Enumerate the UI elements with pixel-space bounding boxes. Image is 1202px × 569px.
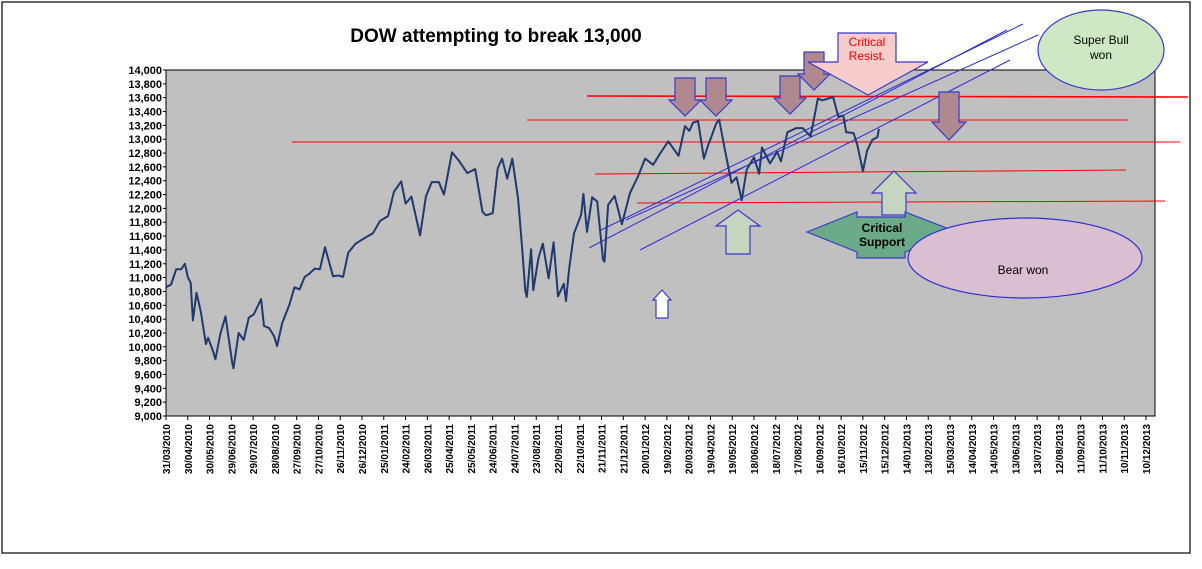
x-tick-label: 29/07/2010	[249, 424, 260, 474]
x-tick-label: 26/03/2011	[423, 424, 434, 474]
x-axis: 31/03/2010 30/04/2010 30/05/2010 29/06/2010…	[162, 416, 1153, 474]
price-line	[165, 96, 880, 370]
small-up-arrow	[651, 289, 673, 319]
y-tick-label: 12,400	[128, 176, 162, 188]
x-tick-label: 20/01/2012	[641, 424, 652, 474]
channel-line	[625, 34, 1039, 221]
y-tick-label: 10,000	[128, 342, 162, 354]
y-tick-label: 13,400	[128, 107, 162, 119]
x-tick-label: 25/04/2011	[445, 424, 456, 474]
y-tick-label: 13,000	[128, 134, 162, 146]
x-tick-label: 22/09/2011	[554, 424, 565, 474]
x-tick-label: 10/11/2013	[1120, 424, 1131, 474]
critical-support-label-1: Critical	[862, 221, 903, 235]
x-tick-label: 15/11/2012	[859, 424, 870, 474]
x-tick-label: 18/07/2012	[772, 424, 783, 474]
y-tick-label: 11,200	[129, 259, 162, 271]
x-tick-label: 28/08/2010	[271, 424, 282, 474]
x-tick-label: 22/10/2011	[576, 424, 587, 474]
red-level-line	[594, 169, 1127, 175]
y-tick-label: 9,800	[134, 356, 162, 368]
y-tick-label: 13,200	[128, 120, 162, 132]
super-bull-label-1: Super Bull	[1073, 33, 1128, 47]
x-tick-label: 29/06/2010	[227, 424, 238, 474]
critical-resist-label-2: Resist.	[849, 49, 886, 63]
x-tick-label: 24/02/2011	[402, 424, 413, 474]
y-tick-label: 11,000	[129, 273, 162, 285]
critical-resist-label-1: Critical	[849, 35, 886, 49]
x-tick-label: 15/12/2012	[881, 424, 892, 474]
x-tick-label: 18/06/2012	[750, 424, 761, 474]
y-tick-label: 11,600	[129, 231, 162, 243]
x-tick-label: 19/04/2012	[706, 424, 717, 474]
x-tick-label: 25/01/2011	[380, 424, 391, 474]
x-tick-label: 30/05/2010	[206, 424, 217, 474]
y-tick-label: 12,600	[128, 162, 162, 174]
x-tick-label: 25/05/2011	[467, 424, 478, 474]
x-tick-label: 27/09/2010	[293, 424, 304, 474]
y-tick-label: 12,800	[128, 148, 162, 160]
target-down-arrow	[930, 91, 968, 141]
x-tick-label: 26/11/2010	[336, 424, 347, 474]
x-tick-label: 21/11/2011	[598, 424, 609, 473]
support-up-arrow	[870, 170, 918, 216]
bear-ellipse	[907, 217, 1143, 299]
x-tick-label: 31/03/2010	[162, 424, 173, 474]
y-tick-label: 13,600	[128, 93, 162, 105]
x-tick-label: 12/08/2013	[1055, 424, 1066, 474]
critical-support-label-2: Support	[859, 235, 905, 249]
x-tick-label: 27/10/2010	[314, 424, 325, 474]
y-tick-label: 9,000	[134, 411, 162, 423]
x-tick-label: 13/07/2013	[1033, 424, 1044, 474]
x-tick-label: 24/06/2011	[489, 424, 500, 474]
x-tick-label: 10/12/2013	[1142, 424, 1153, 474]
critical-resistance-arrow	[807, 32, 929, 96]
x-tick-label: 26/12/2010	[358, 424, 369, 474]
dow-series	[165, 96, 880, 370]
peak-down-arrow	[667, 77, 703, 117]
x-tick-label: 30/04/2010	[184, 424, 195, 474]
x-tick-label: 14/01/2013	[902, 424, 913, 474]
y-tick-label: 10,200	[128, 328, 162, 340]
y-tick-label: 11,800	[129, 217, 162, 229]
y-tick-label: 12,000	[128, 203, 162, 215]
peak-down-arrow	[698, 77, 734, 117]
x-tick-label: 19/05/2012	[728, 424, 739, 474]
x-tick-label: 19/02/2012	[663, 424, 674, 474]
x-tick-label: 14/05/2013	[990, 424, 1001, 474]
x-tick-label: 23/08/2011	[532, 424, 543, 474]
x-tick-label: 24/07/2011	[510, 424, 521, 474]
y-tick-label: 10,800	[128, 286, 162, 298]
y-tick-label: 9,200	[134, 397, 162, 409]
x-tick-label: 17/08/2012	[794, 424, 805, 474]
y-tick-label: 14,000	[128, 65, 162, 77]
peak-down-arrow	[772, 75, 808, 115]
x-tick-label: 15/03/2013	[946, 424, 957, 474]
x-tick-label: 16/09/2012	[815, 424, 826, 474]
super-bull-label-2: won	[1089, 48, 1112, 62]
bear-label: Bear won	[998, 263, 1049, 277]
x-tick-label: 11/09/2013	[1077, 424, 1088, 474]
y-tick-label: 13,800	[128, 79, 162, 91]
support-up-arrow	[714, 209, 762, 255]
x-tick-label: 11/10/2013	[1098, 424, 1109, 474]
x-tick-label: 21/12/2011	[619, 424, 630, 474]
chart-title: DOW attempting to break 13,000	[350, 26, 641, 47]
y-tick-label: 9,400	[134, 383, 162, 395]
x-tick-label: 13/06/2013	[1011, 424, 1022, 474]
y-tick-label: 10,600	[128, 300, 162, 312]
y-tick-label: 10,400	[128, 314, 162, 326]
x-tick-label: 16/10/2012	[837, 424, 848, 474]
y-tick-label: 12,200	[128, 190, 162, 202]
x-tick-label: 20/03/2012	[685, 424, 696, 474]
x-tick-label: 14/04/2013	[968, 424, 979, 474]
y-tick-label: 11,400	[129, 245, 162, 257]
y-tick-label: 9,600	[134, 369, 162, 381]
x-tick-label: 13/02/2013	[924, 424, 935, 474]
super-bull-ellipse	[1037, 9, 1165, 91]
